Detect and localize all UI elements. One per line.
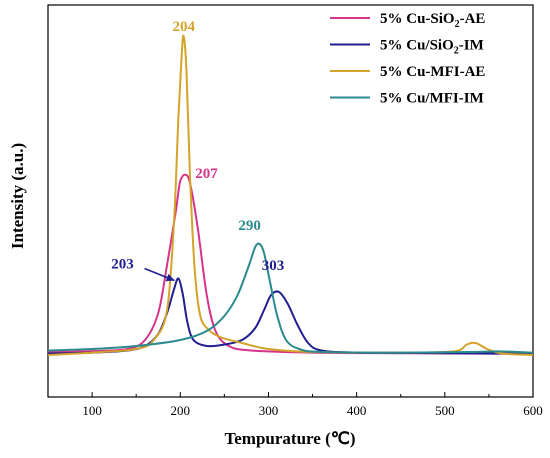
peak-annotations: 204 207 290 303 203 <box>111 19 285 282</box>
peak-label-290: 290 <box>238 218 261 234</box>
series-line-1 <box>47 277 534 355</box>
x-tick-label: 500 <box>435 403 455 418</box>
plot-frame <box>47 4 534 398</box>
y-axis-title: Intensity (a.u.) <box>8 143 27 249</box>
x-tick-label: 100 <box>82 403 102 418</box>
legend-label-3: 5% Cu/MFI-IM <box>380 91 484 107</box>
legend-label-2: 5% Cu-MFI-AE <box>380 64 485 80</box>
legend: 5% Cu-SiO2-AE 5% Cu/SiO2-IM 5% Cu-MFI-AE 5%… <box>330 11 485 107</box>
peak-label-203: 203 <box>111 257 134 273</box>
x-axis-ticks: 100 200 300 400 500 600 <box>47 392 543 418</box>
series-layer <box>47 34 534 356</box>
legend-label-1: 5% Cu/SiO2-IM <box>380 38 484 57</box>
x-tick-label: 600 <box>523 403 543 418</box>
peak-label-303: 303 <box>262 258 285 274</box>
peak-label-207: 207 <box>195 166 218 182</box>
annotation-arrow-head <box>165 273 175 282</box>
legend-label-0: 5% Cu-SiO2-AE <box>380 11 485 30</box>
x-tick-label: 300 <box>259 403 279 418</box>
x-tick-label: 400 <box>347 403 367 418</box>
series-line-3 <box>47 242 534 354</box>
x-axis-title: Tempurature (℃) <box>224 429 355 448</box>
x-tick-label: 200 <box>171 403 191 418</box>
peak-label-204: 204 <box>173 19 196 35</box>
series-line-2 <box>47 34 534 356</box>
